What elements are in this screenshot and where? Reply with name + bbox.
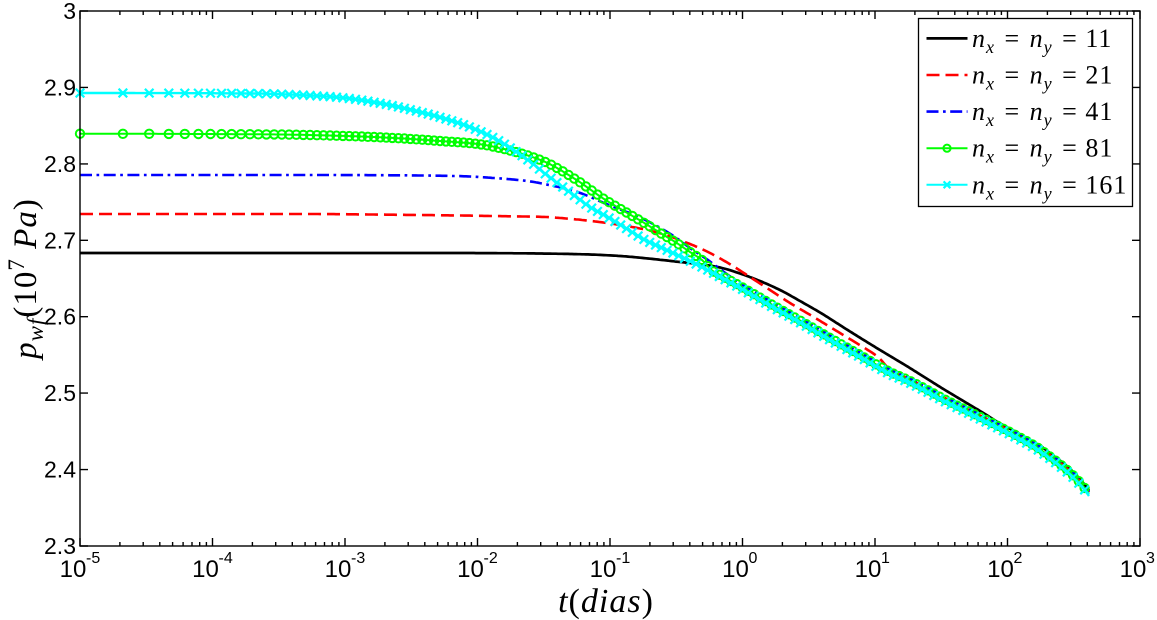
svg-text:pwf(107 Pa): pwf(107 Pa) — [4, 198, 48, 361]
svg-text:2.9: 2.9 — [44, 74, 76, 100]
svg-text:t(dias): t(dias) — [558, 583, 654, 620]
svg-text:nx = ny = 161: nx = ny = 161 — [972, 170, 1127, 203]
svg-text:10: 10 — [192, 556, 219, 583]
svg-text:nx = ny = 81: nx = ny = 81 — [972, 134, 1113, 167]
svg-text:2: 2 — [1014, 550, 1023, 567]
svg-text:2.3: 2.3 — [44, 533, 76, 559]
svg-text:-1: -1 — [616, 550, 630, 567]
svg-text:10: 10 — [325, 556, 352, 583]
svg-text:-4: -4 — [219, 550, 233, 567]
svg-text:2.5: 2.5 — [44, 380, 76, 406]
svg-text:10: 10 — [722, 556, 749, 583]
svg-text:-5: -5 — [86, 550, 100, 567]
svg-text:10: 10 — [855, 556, 882, 583]
svg-text:10: 10 — [987, 556, 1014, 583]
svg-text:nx = ny = 21: nx = ny = 21 — [972, 61, 1113, 94]
svg-text:2.6: 2.6 — [44, 304, 76, 330]
svg-text:3: 3 — [1146, 550, 1155, 567]
svg-text:0: 0 — [749, 550, 758, 567]
svg-text:10: 10 — [60, 556, 87, 583]
svg-text:-2: -2 — [484, 550, 498, 567]
svg-text:10: 10 — [457, 556, 484, 583]
svg-text:10: 10 — [590, 556, 617, 583]
svg-text:-3: -3 — [351, 550, 365, 567]
svg-text:nx = ny = 41: nx = ny = 41 — [972, 97, 1113, 130]
svg-text:1: 1 — [881, 550, 890, 567]
svg-text:3: 3 — [63, 0, 76, 24]
svg-text:nx = ny = 11: nx = ny = 11 — [972, 24, 1112, 57]
svg-text:10: 10 — [1120, 556, 1147, 583]
svg-text:2.8: 2.8 — [44, 151, 76, 177]
svg-text:2.7: 2.7 — [44, 227, 76, 253]
svg-text:2.4: 2.4 — [44, 457, 76, 483]
